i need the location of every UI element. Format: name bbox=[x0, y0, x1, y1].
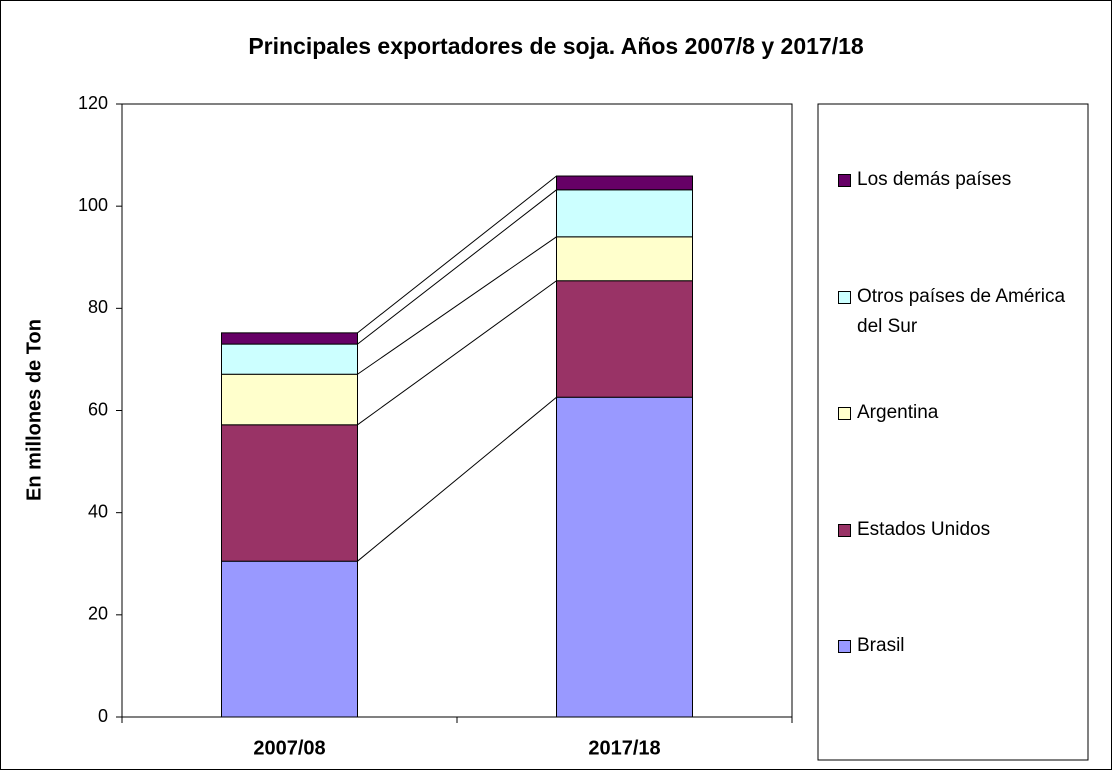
legend-box bbox=[817, 103, 1089, 761]
legend-entry: Argentina bbox=[838, 398, 1078, 428]
bar-segment bbox=[556, 280, 693, 398]
series-line bbox=[357, 236, 557, 375]
legend-label: Argentina bbox=[857, 402, 939, 423]
legend-entry: Otros países de América del Sur bbox=[838, 282, 1078, 342]
y-tick-label: 0 bbox=[98, 706, 108, 726]
x-tick-label: 2017/18 bbox=[588, 737, 660, 759]
bar-segment bbox=[556, 236, 693, 282]
y-tick-label: 120 bbox=[78, 93, 108, 113]
legend-label: Brasil bbox=[857, 635, 905, 656]
legend-label: Otros países de América del Sur bbox=[857, 285, 1066, 337]
y-tick-label: 80 bbox=[88, 297, 108, 317]
bar-segment bbox=[221, 424, 358, 562]
legend-swatch bbox=[838, 174, 851, 187]
legend-swatch bbox=[838, 523, 851, 537]
bar-segment bbox=[221, 373, 358, 426]
y-axis-title: En millones de Ton bbox=[23, 319, 45, 501]
x-tick-label: 2007/08 bbox=[253, 737, 325, 759]
legend-label: Los demás países bbox=[857, 169, 1012, 190]
y-tick-label: 40 bbox=[88, 501, 108, 521]
series-line bbox=[357, 280, 557, 426]
bar-segment bbox=[221, 343, 358, 375]
legend-swatch bbox=[838, 640, 851, 653]
series-line bbox=[357, 175, 557, 334]
legend-entry: Los demás países bbox=[838, 165, 1078, 195]
y-tick-label: 60 bbox=[88, 399, 108, 419]
chart-title: Principales exportadores de soja. Años 2… bbox=[248, 33, 864, 59]
series-line bbox=[357, 396, 557, 562]
series-line bbox=[357, 189, 557, 345]
bar-segment bbox=[221, 332, 358, 345]
bar-segment bbox=[556, 396, 693, 718]
legend-entry: Estados Unidos bbox=[838, 515, 1078, 545]
y-tick-label: 20 bbox=[88, 604, 108, 624]
legend-swatch bbox=[838, 290, 851, 304]
legend-entry: Brasil bbox=[838, 631, 1078, 661]
y-tick-label: 100 bbox=[78, 195, 108, 215]
legend-label: Estados Unidos bbox=[857, 518, 991, 540]
legend-swatch bbox=[838, 407, 851, 420]
bar-segment bbox=[556, 189, 693, 238]
bar-segment bbox=[556, 175, 693, 191]
bar-segment bbox=[221, 560, 358, 718]
